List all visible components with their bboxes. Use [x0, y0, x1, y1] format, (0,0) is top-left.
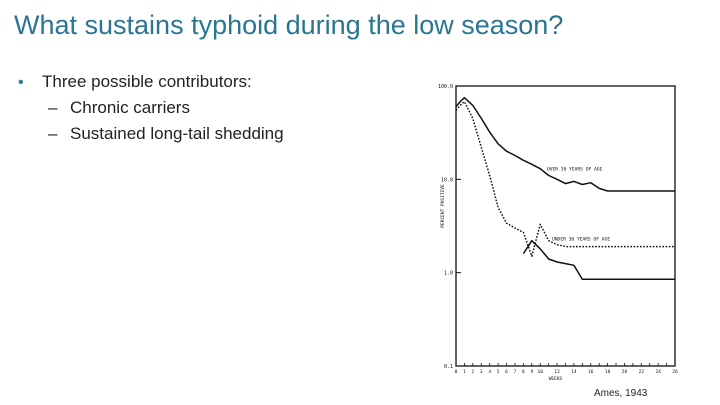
dash-icon: – [48, 124, 58, 143]
x-tick-label: 14 [571, 369, 577, 375]
x-tick-label: 4 [488, 369, 491, 375]
x-tick-label: 7 [514, 369, 517, 375]
slide-title: What sustains typhoid during the low sea… [14, 10, 564, 40]
image-credit: Ames, 1943 [594, 388, 648, 399]
sub-bullet-text: Sustained long-tail shedding [70, 124, 284, 143]
sub-bullet-text: Chronic carriers [70, 98, 190, 117]
x-tick-label: 26 [672, 369, 678, 375]
x-tick-label: 18 [605, 369, 611, 375]
x-tick-label: 16 [588, 369, 594, 375]
x-tick-label: 3 [480, 369, 483, 375]
bullet-list: • Three possible contributors: – Chronic… [18, 72, 284, 144]
series-label-over-30: OVER 30 YEARS OF AGE [547, 166, 603, 172]
x-axis-label: WEEKS [549, 376, 563, 382]
y-tick-label: 10.0 [441, 177, 453, 183]
x-tick-label: 2 [471, 369, 474, 375]
x-tick-label: 22 [639, 369, 645, 375]
typhoid-chart: 100.010.01.00.10 1 2 3 4 5 6 7 8 9 10 12 14 16 18 20 22 2… [420, 70, 690, 390]
bullet-item: • Three possible contributors: [18, 72, 284, 92]
y-tick-label: 0.1 [444, 364, 453, 370]
series-line-0 [455, 96, 675, 192]
x-tick-label: 8 [522, 369, 525, 375]
x-tick-label: 12 [554, 369, 560, 375]
chart-background [420, 70, 690, 390]
x-tick-label: 9 [530, 369, 533, 375]
series-line-2 [522, 239, 675, 281]
x-tick-label: 6 [505, 369, 508, 375]
x-tick-label: 0 [455, 369, 458, 375]
x-tick-label: 20 [622, 369, 628, 375]
y-tick-label: 100.0 [438, 84, 453, 90]
chart-figure: 100.0 10.0 1.0 0.1 0 1 2 3 4 5 6 7 8 9 10 12 14 16 18 20 22 2… [420, 70, 690, 395]
x-tick-label: 1 [463, 369, 466, 375]
sub-bullet-item: – Sustained long-tail shedding [48, 124, 284, 144]
dash-icon: – [48, 98, 58, 117]
y-axis-label: PERCENT POSITIVE [440, 184, 446, 228]
y-tick-label: 1.0 [444, 271, 453, 277]
series-label-under-30: UNDER 30 YEARS OF AGE [552, 237, 610, 243]
x-tick-label: 5 [497, 369, 500, 375]
bullet-dot-icon: • [18, 74, 24, 91]
x-tick-label: 10 [538, 369, 544, 375]
bullet-text: Three possible contributors: [42, 72, 252, 91]
sub-bullet-item: – Chronic carriers [48, 98, 284, 118]
x-tick-label: 24 [655, 369, 661, 375]
